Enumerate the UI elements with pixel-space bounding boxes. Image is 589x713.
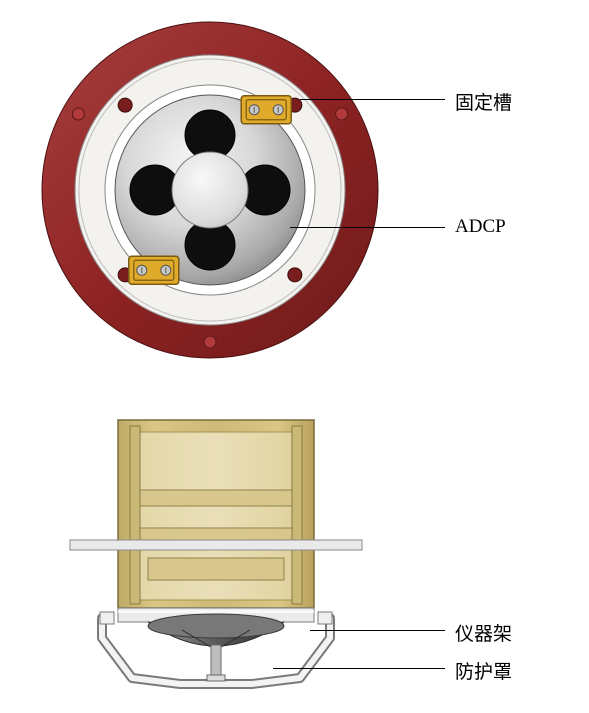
- side-view-svg: [52, 412, 412, 712]
- top-view-svg: [0, 0, 420, 380]
- adcp-center-hub: [172, 152, 248, 228]
- label-adcp: ADCP: [455, 216, 506, 238]
- leader-adcp: [290, 227, 445, 228]
- cylinder-bands: [140, 490, 292, 580]
- label-instrument-frame: 仪器架: [455, 619, 512, 646]
- leader-fixed-slot: [300, 99, 445, 100]
- leader-frame: [310, 630, 445, 631]
- center-stem: [211, 645, 221, 677]
- label-fixed-slot: 固定槽: [455, 88, 512, 115]
- leader-shield: [273, 668, 445, 669]
- clamp-lower: [129, 256, 179, 284]
- flange-plate: [70, 540, 362, 550]
- clamp-upper: [241, 96, 291, 124]
- label-guard-shield: 防护罩: [455, 657, 512, 684]
- diagram-canvas: 固定槽 ADCP 仪器架 防护罩: [0, 0, 589, 713]
